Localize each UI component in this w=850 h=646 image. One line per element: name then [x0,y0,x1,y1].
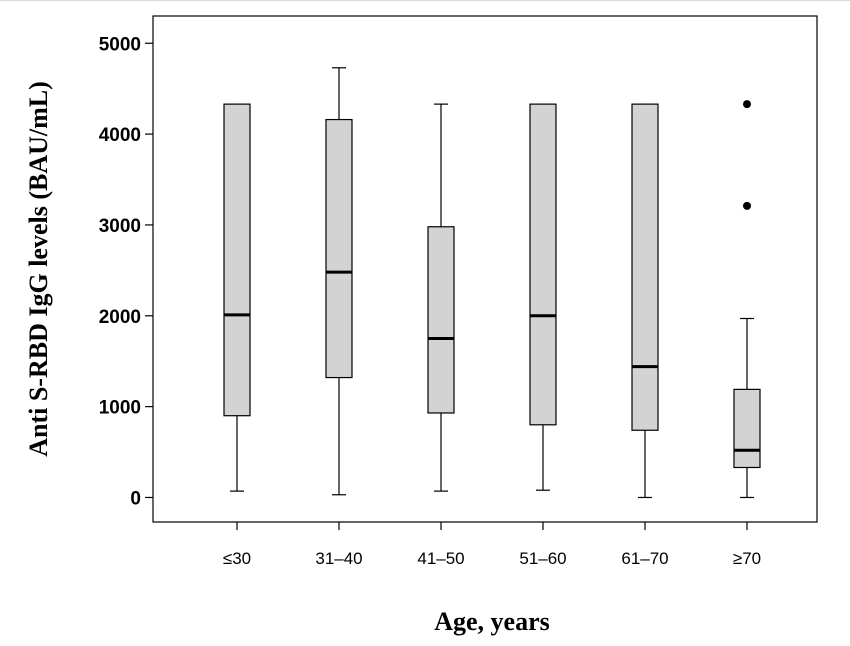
x-tick-label: 61–70 [621,549,668,568]
outlier-point [743,100,751,109]
iqr-box [325,118,353,379]
x-axis: ≤30 31–40 41–50 51–60 61–70 ≥70 [223,522,761,568]
iqr-box [427,226,455,414]
iqr-box [733,388,761,469]
box-3 [427,103,455,492]
y-tick-label: 0 [130,488,141,509]
x-axis-title: Age, years [434,607,550,636]
outlier-point [743,201,751,210]
y-tick-label: 3000 [99,216,141,237]
x-tick-label: ≤30 [223,549,251,568]
iqr-box [529,103,557,426]
box-5 [631,103,659,499]
x-tick-label: 51–60 [519,549,566,568]
box-6 [733,100,761,499]
y-tick-label: 5000 [99,34,141,55]
box-1 [223,103,251,492]
box-2 [325,67,353,496]
y-axis-title: Anti S-RBD IgG levels (BAU/mL) [24,81,53,457]
y-tick-label: 1000 [99,398,141,419]
box-series [223,67,761,499]
plot-area [152,15,818,523]
box-4 [529,103,557,491]
iqr-box [631,103,659,431]
iqr-box [223,103,251,417]
x-tick-label: 41–50 [417,549,464,568]
x-tick-label: 31–40 [315,549,362,568]
x-tick-label: ≥70 [733,549,761,568]
y-axis: 0 1000 2000 3000 4000 5000 [99,34,153,509]
y-tick-label: 4000 [99,125,141,146]
y-tick-label: 2000 [99,307,141,328]
